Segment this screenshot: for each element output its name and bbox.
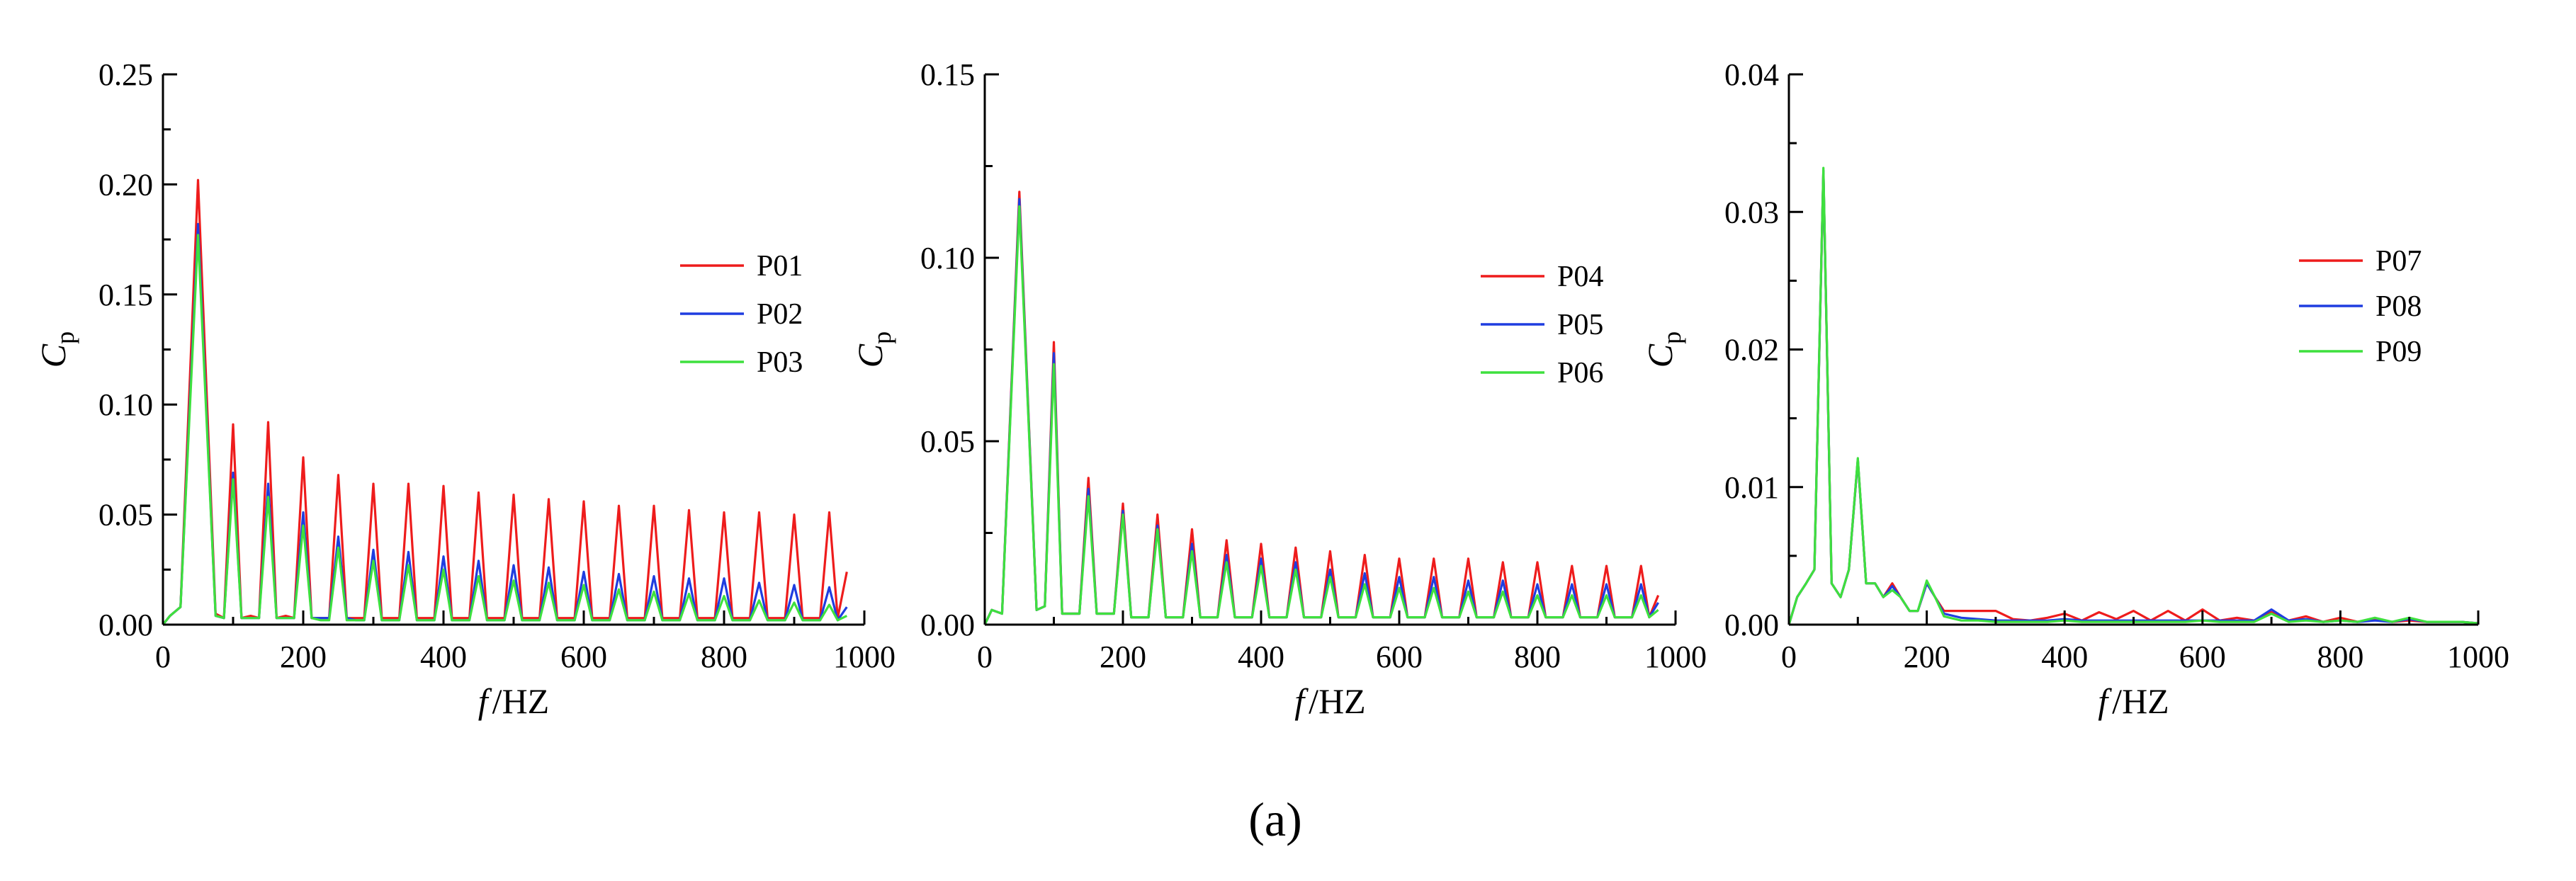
y-tick-label: 0.02 [1724, 333, 1779, 368]
x-tick-label: 400 [420, 640, 467, 674]
series-line-P04 [983, 191, 1660, 625]
x-tick-label: 0 [1781, 640, 1797, 674]
x-tick-label: 800 [2317, 640, 2363, 674]
series-line-P08 [1787, 169, 2479, 625]
y-tick-label: 0.00 [920, 608, 975, 642]
y-tick-label: 0.00 [1724, 608, 1779, 642]
x-tick-label: 600 [560, 640, 607, 674]
legend-label-P04: P04 [1557, 261, 1603, 293]
y-axis-variable: C [33, 343, 73, 368]
x-tick-label: 600 [1376, 640, 1423, 674]
series-line-P07 [1787, 169, 2479, 625]
y-axis-label: Cp [850, 331, 896, 368]
x-tick-label: 1000 [833, 640, 896, 674]
series-line-P06 [983, 205, 1659, 625]
legend-label-P06: P06 [1557, 357, 1603, 390]
x-tick-label: 1000 [1644, 640, 1707, 674]
x-tick-label: 200 [1904, 640, 1950, 674]
chart-panel-3: 0 200 400 600 800 1000 0.00 0.01 0.02 0.03 0.04 f/H… [1640, 57, 2509, 721]
x-axis-variable: f [1294, 681, 1309, 721]
legend-label-P09: P09 [2376, 336, 2422, 368]
y-tick-label: 0.03 [1724, 195, 1779, 229]
y-axis-label: Cp [1640, 331, 1686, 368]
y-tick-label: 0.04 [1724, 57, 1779, 92]
chart-panel-2: 0 200 400 600 800 1000 0.00 0.05 0.10 0.15 f/HZ Cp P… [850, 57, 1707, 721]
y-axis-subscript: p [1658, 331, 1686, 344]
y-axis-subscript: p [51, 331, 79, 344]
legend-label-P01: P01 [757, 250, 803, 283]
x-tick-label: 400 [1238, 640, 1284, 674]
y-axis-label: Cp [33, 331, 79, 368]
y-tick-label: 0.05 [920, 424, 975, 459]
y-tick-label: 0.20 [98, 167, 153, 202]
y-tick-label: 0.00 [98, 608, 153, 642]
series-line-P02 [162, 222, 848, 625]
x-tick-label: 200 [1100, 640, 1146, 674]
series-line-P03 [162, 234, 847, 625]
y-tick-label: 0.15 [98, 278, 153, 312]
x-tick-label: 0 [977, 640, 993, 674]
x-axis-unit: /HZ [1309, 681, 1366, 721]
figure-caption: (a) [1248, 792, 1301, 846]
legend-label-P07: P07 [2376, 245, 2422, 278]
y-tick-label: 0.05 [98, 498, 153, 533]
x-axis-label: f/HZ [1294, 681, 1365, 721]
series-line-P09 [1787, 166, 2479, 625]
y-axis-variable: C [1640, 343, 1680, 368]
y-axis-variable: C [850, 343, 890, 368]
y-tick-label: 0.01 [1724, 470, 1779, 505]
series-line-P01 [162, 178, 848, 625]
legend-label-P08: P08 [2376, 290, 2422, 323]
x-axis-label: f/HZ [478, 681, 549, 721]
x-tick-label: 800 [1514, 640, 1561, 674]
legend-label-P03: P03 [757, 346, 803, 379]
x-axis-label: f/HZ [2098, 681, 2169, 721]
x-axis-variable: f [478, 681, 492, 721]
x-tick-label: 400 [2041, 640, 2088, 674]
legend-label-P05: P05 [1557, 309, 1603, 341]
legend-label-P02: P02 [757, 298, 803, 331]
chart-panel-1: 0 200 400 600 800 1000 0.00 0.05 0.10 0.15 0.20 0.2… [33, 57, 896, 721]
x-axis-unit: /HZ [492, 681, 550, 721]
x-tick-label: 0 [155, 640, 171, 674]
y-tick-label: 0.10 [98, 387, 153, 422]
y-tick-label: 0.10 [920, 241, 975, 275]
y-tick-label: 0.25 [98, 57, 153, 92]
chart-panels: 0 200 400 600 800 1000 0.00 0.05 0.10 0.15 0.20 0.2… [33, 57, 2509, 721]
x-axis-variable: f [2098, 681, 2112, 721]
x-axis-unit: /HZ [2112, 681, 2169, 721]
x-tick-label: 800 [701, 640, 747, 674]
x-tick-label: 600 [2179, 640, 2226, 674]
y-axis-subscript: p [868, 331, 896, 344]
x-tick-label: 200 [280, 640, 327, 674]
x-tick-label: 1000 [2447, 640, 2509, 674]
y-tick-label: 0.15 [920, 57, 975, 92]
